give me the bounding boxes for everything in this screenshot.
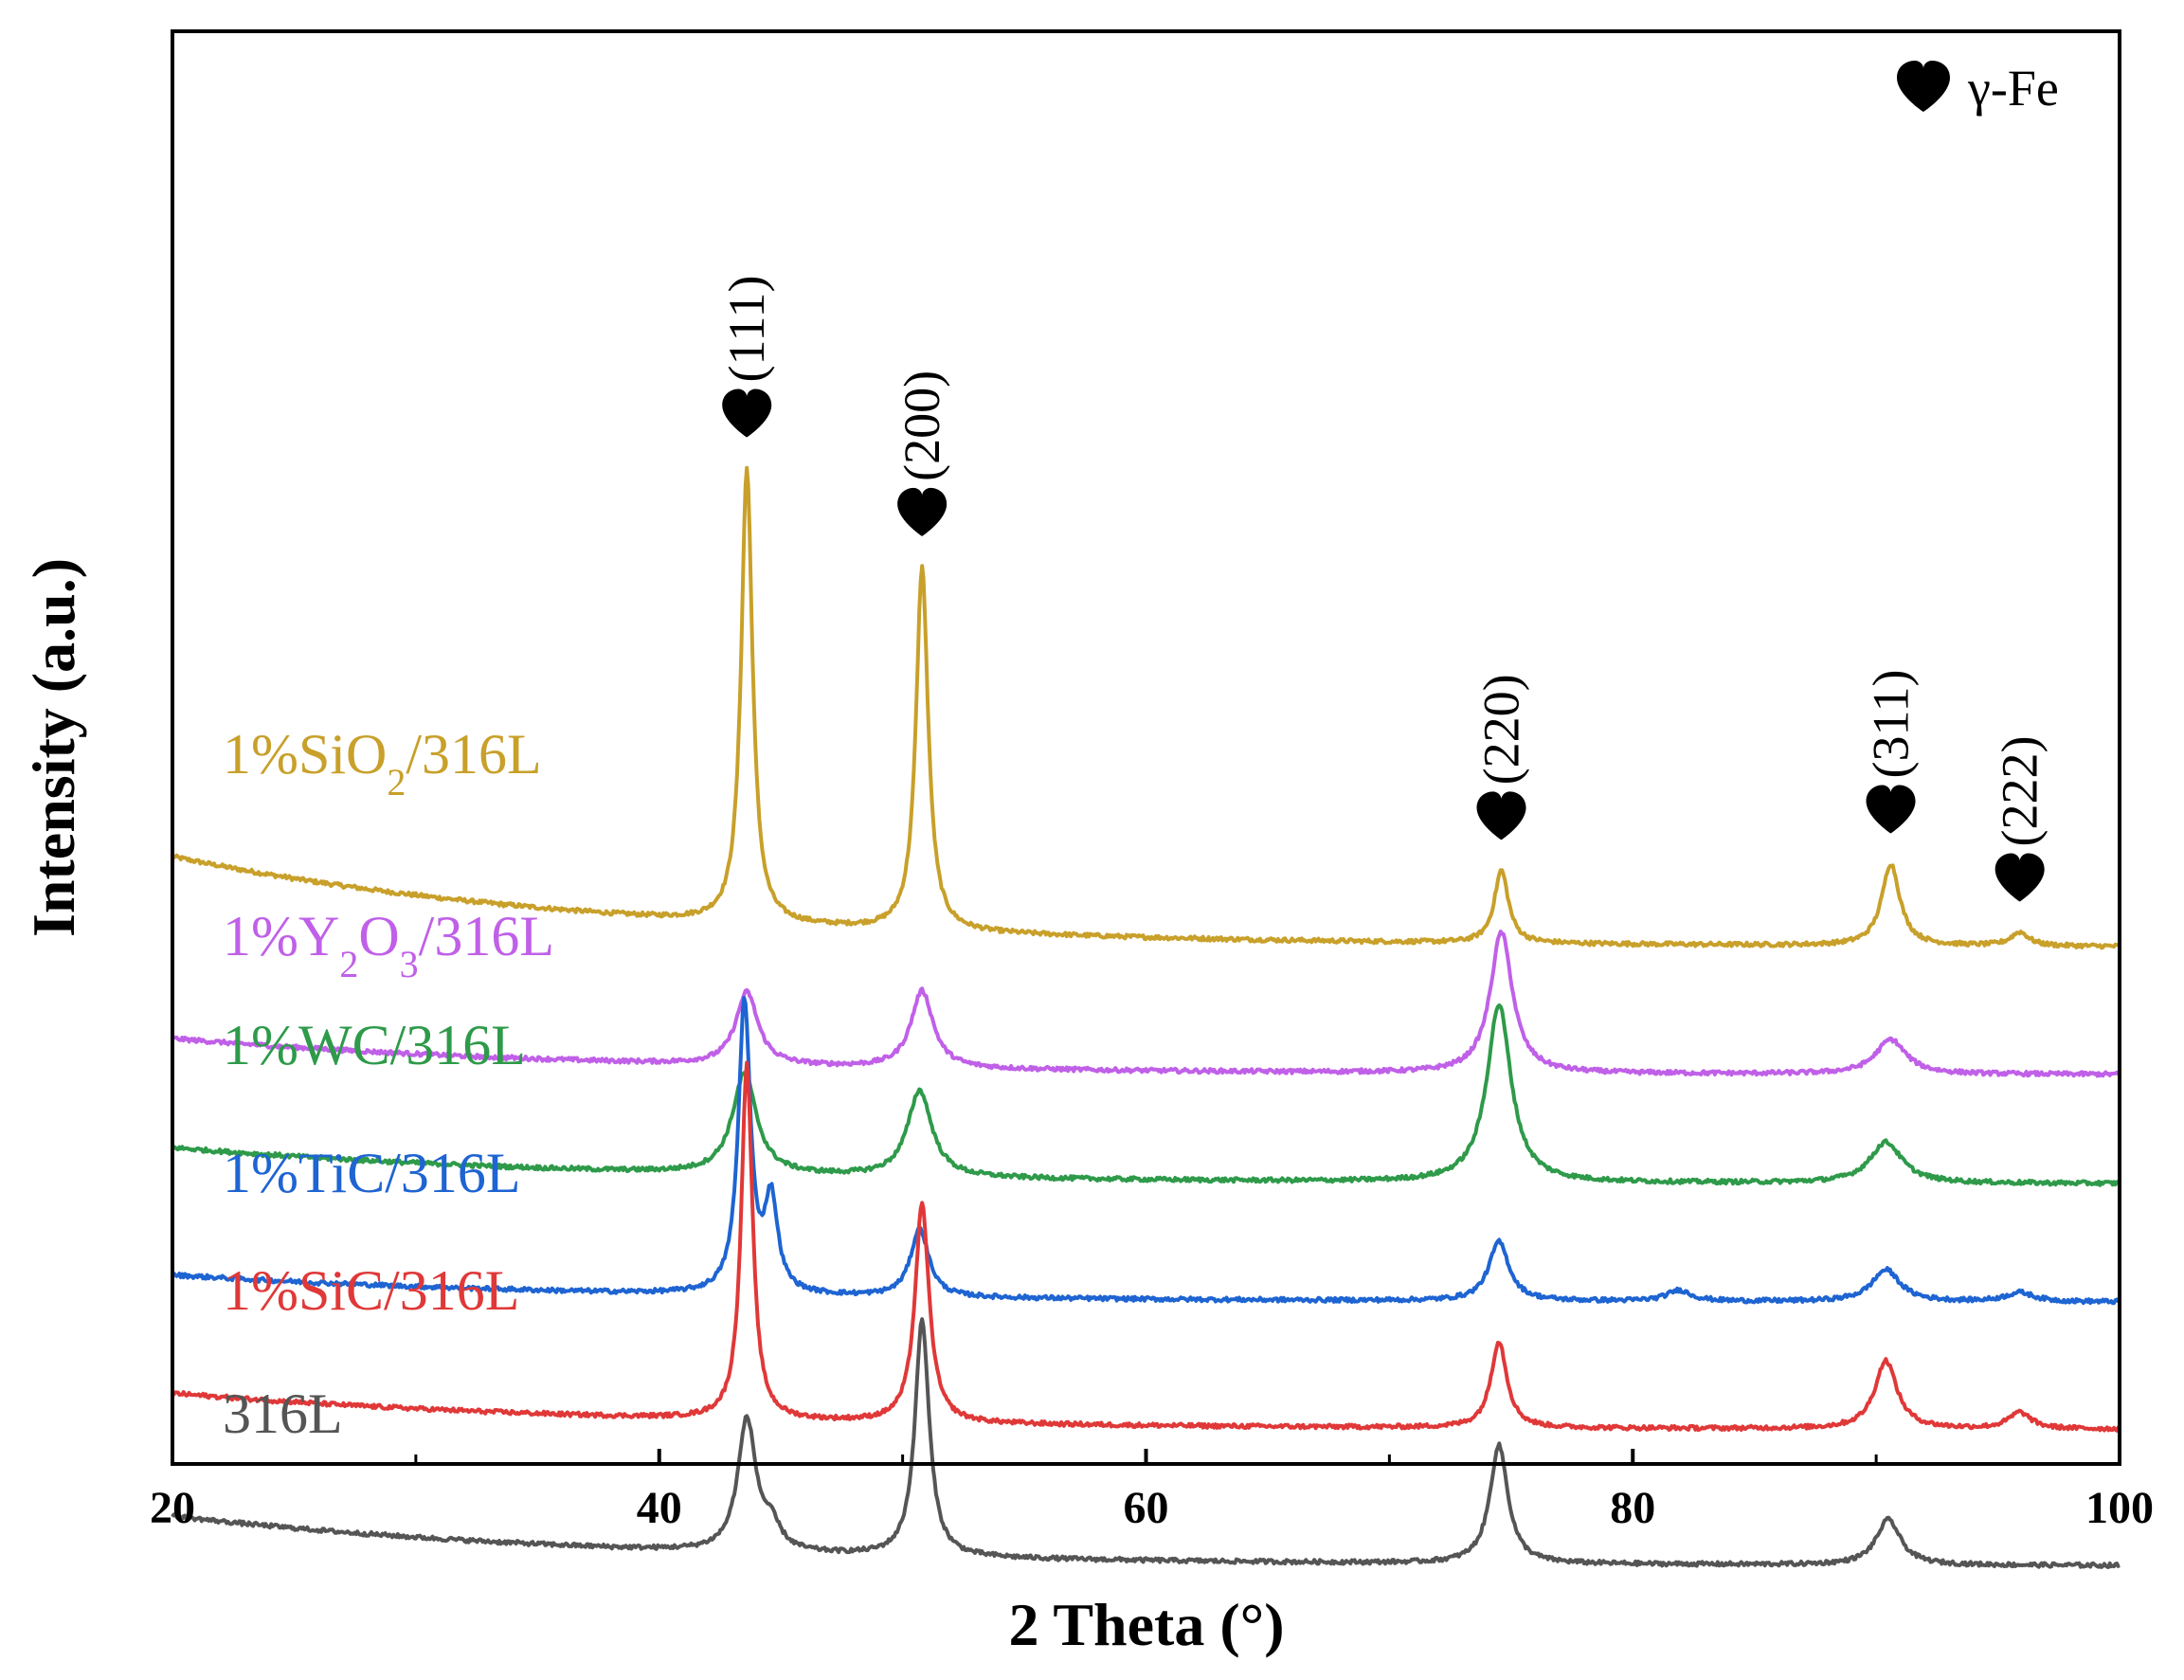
peak-label-3: (311) (1863, 670, 1920, 779)
x-tick-label-3: 80 (1610, 1483, 1655, 1533)
y-axis-title: Intensity (a.u.) (20, 558, 87, 937)
series-labels: 1%SiO2/316L 1%Y2O3/316L 1%WC/316L 1%TiC/316… (223, 723, 554, 1445)
plot-background (172, 31, 2120, 1464)
peak-heart-icon-1 (897, 487, 948, 536)
series-label-3: 1%TiC/316L (223, 1142, 521, 1204)
series-line-3 (171, 996, 2121, 1306)
peak-heart-icon-2 (1476, 791, 1526, 840)
series-layer (171, 465, 2121, 1569)
peak-heart-icon-4 (1994, 853, 2045, 902)
peak-label-2: (220) (1473, 674, 1530, 785)
x-tick-label-4: 100 (2085, 1483, 2154, 1533)
series-line-4 (171, 1060, 2121, 1433)
peak-label-1: (200) (893, 370, 950, 481)
series-label-5: 316L (223, 1382, 343, 1445)
peak-heart-icon-3 (1866, 785, 1916, 834)
x-axis-ticks: 20 40 60 80 100 (150, 1449, 2154, 1533)
x-tick-label-0: 20 (150, 1483, 195, 1533)
peak-label-0: (111) (718, 275, 775, 382)
legend-heart-icon (1897, 61, 1950, 112)
x-axis-title: 2 Theta (°) (1008, 1591, 1284, 1658)
peak-label-4: (222) (1992, 736, 2049, 847)
series-line-0 (171, 465, 2121, 950)
series-label-2: 1%WC/316L (223, 1014, 526, 1076)
x-tick-label-2: 60 (1124, 1483, 1169, 1533)
series-label-1: 1%Y2O3/316L (223, 905, 554, 985)
series-line-5 (171, 1317, 2121, 1569)
peak-annotations: (111) (200) (220) (311) (222) (718, 275, 2049, 902)
x-tick-label-1: 40 (637, 1483, 682, 1533)
legend: γ-Fe (1897, 60, 2059, 117)
peak-heart-icon-0 (722, 388, 772, 438)
series-line-1 (171, 930, 2121, 1078)
series-label-0: 1%SiO2/316L (223, 723, 542, 804)
series-label-4: 1%SiC/316L (223, 1259, 519, 1322)
legend-label: γ-Fe (1967, 60, 2059, 117)
series-line-2 (171, 1003, 2121, 1187)
